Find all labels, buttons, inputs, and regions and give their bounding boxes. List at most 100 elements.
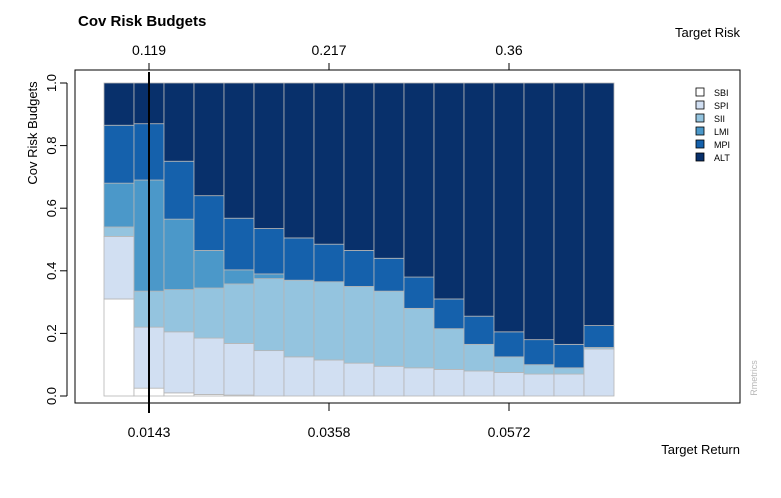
bar-segment-spi [343, 362, 375, 397]
top-tick-label: 0.119 [132, 42, 166, 58]
bar-segment-mpi [193, 195, 225, 251]
y-tick-label: 0.6 [44, 199, 59, 217]
bar-segment-sii [463, 343, 495, 372]
bar-segment-alt [253, 82, 285, 229]
bar-segment-mpi [283, 237, 315, 281]
bar-segment-alt [313, 82, 345, 245]
bar-segment-spi [163, 331, 195, 394]
bar-segment-alt [403, 82, 435, 278]
y-tick-label: 0.2 [44, 324, 59, 342]
bar-segment-spi [223, 343, 255, 396]
x-tick-label: 0.0143 [128, 424, 171, 440]
y-tick-label: 0.0 [44, 387, 59, 405]
bar-segment-spi [253, 350, 285, 397]
legend-label-mpi: MPI [714, 140, 730, 150]
legend-swatch-sbi [695, 87, 705, 97]
legend-swatch-sii [695, 113, 705, 123]
bar-segment-sii [223, 283, 255, 344]
bar-segment-alt [103, 82, 135, 126]
bar-segment-spi [553, 373, 585, 397]
bar-segment-mpi [223, 217, 255, 271]
bar-segment-spi [313, 359, 345, 397]
bars-group [103, 82, 615, 397]
legend-label-alt: ALT [714, 153, 730, 163]
bar-segment-spi [493, 372, 525, 397]
legend-swatch-alt [695, 152, 705, 162]
x-tick-label: 0.0572 [488, 424, 531, 440]
x-tick-label: 0.0358 [308, 424, 351, 440]
bar-segment-alt [433, 82, 465, 300]
bar-segment-alt [493, 82, 525, 333]
bar-segment-sii [403, 307, 435, 369]
bar-segment-sii [493, 356, 525, 373]
bar-segment-mpi [403, 276, 435, 309]
legend-swatch-spi [695, 100, 705, 110]
bar-segment-mpi [493, 331, 525, 358]
bar-segment-mpi [583, 325, 615, 348]
bar-segment-mpi [463, 315, 495, 345]
legend-label-lmi: LMI [714, 127, 729, 137]
bar-segment-sii [283, 279, 315, 358]
axes-group: 0.0 0.2 0.4 0.6 0.8 1.0 0.0143 0.0358 0.0572 0.11… [44, 42, 741, 440]
bar-segment-sii [373, 290, 405, 367]
bar-segment-mpi [523, 339, 555, 366]
bar-segment-alt [223, 82, 255, 219]
watermark: Rmetrics [749, 360, 759, 396]
bar-segment-alt [343, 82, 375, 251]
y-tick-label: 0.8 [44, 137, 59, 155]
legend-label-sii: SII [714, 114, 725, 124]
legend-label-sbi: SBI [714, 88, 729, 98]
chart-title: Cov Risk Budgets [78, 13, 206, 30]
bar-segment-sii [313, 281, 345, 361]
bar-segment-mpi [163, 160, 195, 220]
bar-segment-spi [403, 367, 435, 397]
y-tick-label: 1.0 [44, 74, 59, 92]
bar-segment-mpi [253, 228, 285, 275]
top-axis-label: Target Risk [675, 25, 741, 40]
legend-swatch-lmi [695, 126, 705, 136]
bar-segment-sii [193, 287, 225, 339]
bar-segment-lmi [253, 273, 285, 280]
bar-segment-sii [103, 226, 135, 237]
bar-segment-spi [523, 373, 555, 397]
bar-segment-spi [193, 337, 225, 395]
legend-label-spi: SPI [714, 101, 729, 111]
bar-segment-lmi [103, 182, 135, 228]
y-axis-label: Cov Risk Budgets [25, 81, 40, 185]
top-tick-label: 0.36 [495, 42, 522, 58]
bar-segment-spi [433, 368, 465, 397]
bar-segment-sii [163, 289, 195, 333]
bar-segment-sii [253, 278, 285, 352]
bar-segment-spi [463, 370, 495, 397]
bar-segment-alt [553, 82, 585, 345]
bar-segment-mpi [343, 250, 375, 287]
legend-swatch-mpi [695, 139, 705, 149]
bar-segment-mpi [553, 343, 585, 369]
x-axis-label: Target Return [661, 442, 740, 457]
bar-segment-alt [583, 82, 615, 326]
bar-segment-sii [343, 286, 375, 364]
bar-segment-spi [283, 356, 315, 397]
bar-segment-mpi [313, 243, 345, 283]
bar-segment-mpi [103, 124, 135, 184]
bar-segment-mpi [373, 257, 405, 292]
bar-segment-alt [163, 82, 195, 162]
bar-segment-sbi [163, 392, 195, 397]
bar-segment-sbi [103, 298, 135, 397]
bar-segment-sii [433, 328, 465, 370]
bar-segment-spi [583, 348, 615, 397]
bar-segment-lmi [193, 250, 225, 289]
bar-segment-spi [373, 365, 405, 397]
bar-segment-lmi [163, 218, 195, 290]
bar-segment-alt [193, 82, 225, 197]
y-tick-label: 0.4 [44, 262, 59, 280]
bar-segment-mpi [433, 298, 465, 330]
bar-segment-alt [523, 82, 555, 341]
bar-segment-alt [463, 82, 495, 317]
bar-segment-alt [373, 82, 405, 259]
bar-segment-alt [283, 82, 315, 239]
bar-segment-sii [523, 364, 555, 375]
legend: SBI SPI SII LMI MPI ALT [695, 87, 730, 163]
top-tick-label: 0.217 [311, 42, 346, 58]
